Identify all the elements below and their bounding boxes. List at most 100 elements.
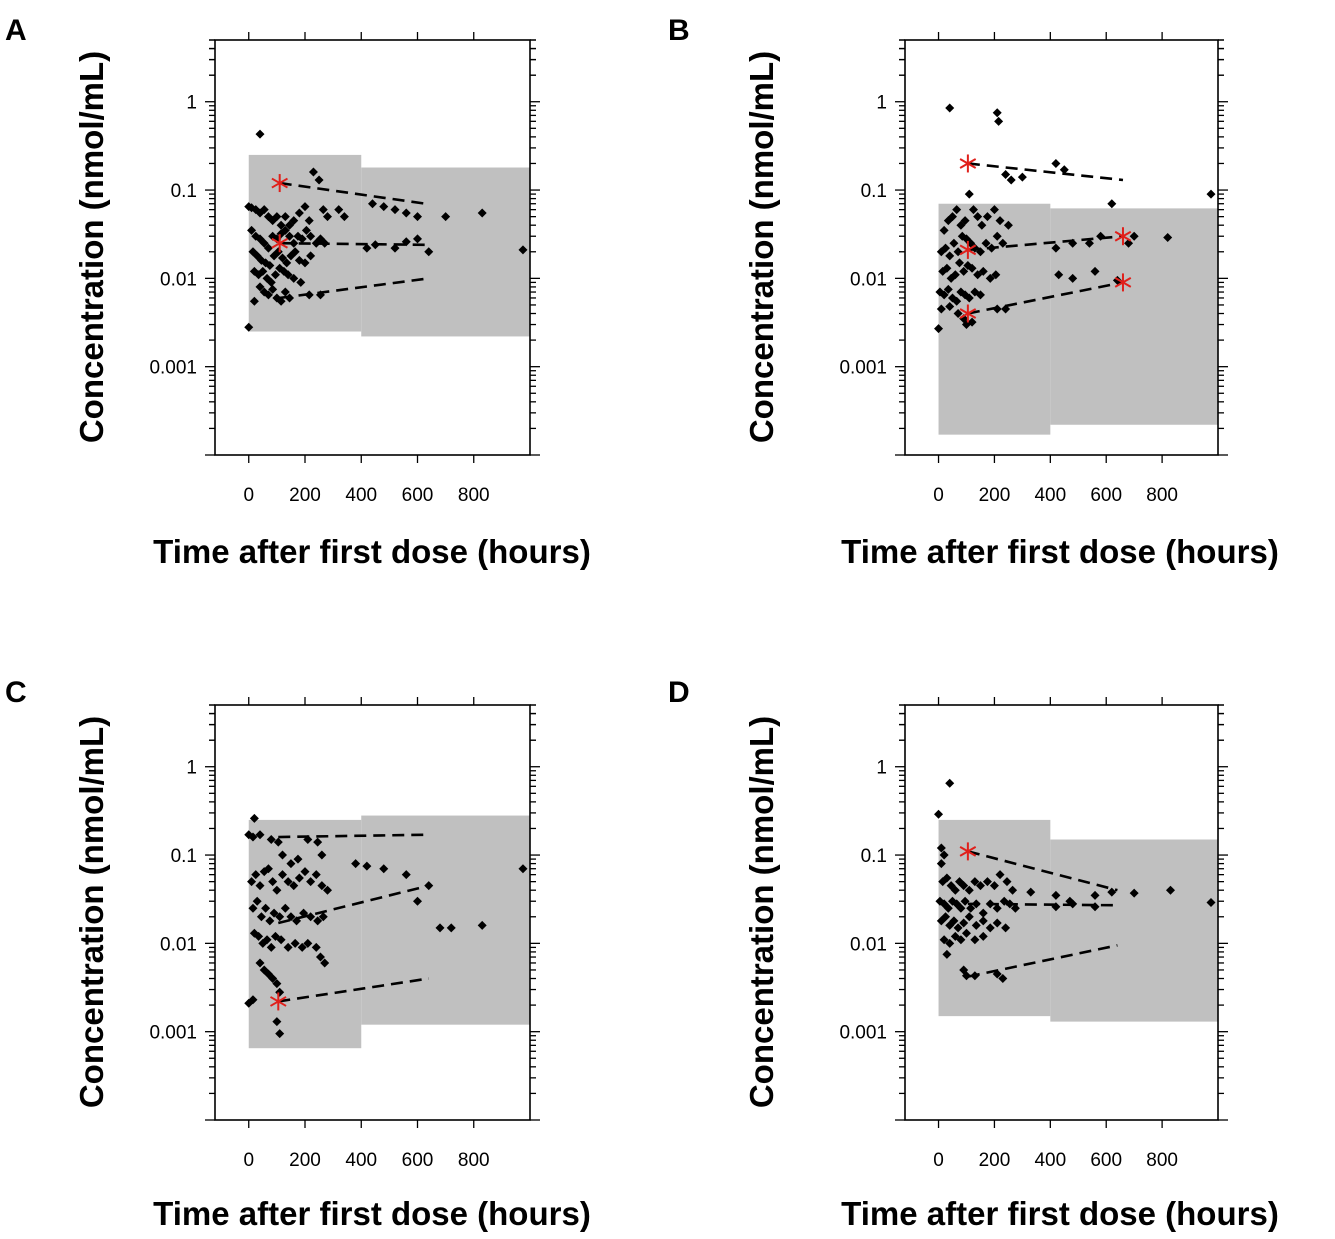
- y-tick-label: 0.01: [160, 269, 197, 290]
- x-tick-label: 200: [979, 485, 1011, 506]
- data-point: [995, 870, 1005, 880]
- highlight-marker: [1114, 227, 1132, 246]
- data-point: [272, 885, 282, 895]
- data-point: [991, 270, 1001, 280]
- data-point: [936, 304, 946, 314]
- data-point: [293, 854, 303, 864]
- x-axis-label: Time after first dose (hours): [153, 533, 591, 570]
- data-point: [1163, 233, 1173, 243]
- data-point: [1068, 273, 1078, 283]
- highlight-marker: [271, 174, 288, 193]
- data-point: [313, 916, 323, 926]
- data-point: [292, 916, 302, 926]
- data-point: [1165, 885, 1175, 895]
- data-point: [981, 238, 991, 248]
- data-point: [959, 918, 969, 928]
- x-axis-label: Time after first dose (hours): [841, 1195, 1279, 1232]
- data-point: [259, 205, 269, 215]
- data-point: [268, 974, 278, 984]
- data-point: [949, 238, 959, 248]
- data-point: [280, 212, 290, 222]
- data-point: [300, 258, 310, 268]
- data-point: [280, 903, 290, 913]
- x-tick-label: 600: [1090, 485, 1122, 506]
- y-tick-label: 0.01: [160, 934, 197, 955]
- data-point: [518, 864, 528, 874]
- data-point: [982, 877, 992, 887]
- data-point: [964, 912, 974, 922]
- highlight-marker: [959, 240, 977, 259]
- data-point: [268, 284, 278, 294]
- data-point: [985, 899, 995, 909]
- data-point: [282, 258, 292, 268]
- data-point: [379, 864, 389, 874]
- panel-letter: C: [5, 676, 27, 709]
- data-point: [934, 324, 944, 334]
- data-point: [272, 1017, 282, 1027]
- data-point: [285, 293, 295, 303]
- x-tick-label: 0: [933, 485, 944, 506]
- y-tick-label: 0.01: [850, 934, 887, 955]
- data-point: [942, 949, 952, 959]
- data-point: [252, 896, 262, 906]
- data-point: [286, 859, 296, 869]
- data-point: [998, 974, 1008, 984]
- fit-line: [967, 162, 1124, 182]
- data-point: [269, 908, 279, 918]
- data-point: [255, 958, 265, 968]
- data-point: [313, 837, 323, 847]
- data-point: [339, 212, 349, 222]
- data-point: [987, 243, 997, 253]
- plot-frame: [214, 39, 531, 456]
- data-point: [314, 175, 324, 185]
- data-point: [989, 205, 999, 215]
- data-point: [362, 861, 372, 871]
- data-point: [1017, 172, 1027, 182]
- x-tick-label: 400: [1034, 1150, 1066, 1171]
- fit-line: [967, 850, 1118, 892]
- data-point: [424, 247, 434, 257]
- data-point: [964, 293, 974, 303]
- data-point: [323, 212, 332, 222]
- data-point: [950, 885, 960, 895]
- data-point: [960, 896, 970, 906]
- data-point: [441, 212, 451, 222]
- data-point: [255, 881, 265, 891]
- data-point: [254, 931, 264, 941]
- y-tick-label: 0.01: [850, 269, 887, 290]
- data-point: [306, 251, 316, 261]
- fit-line: [278, 833, 429, 839]
- data-point: [306, 912, 316, 922]
- plot-frame: [904, 39, 1219, 456]
- data-point: [370, 240, 380, 250]
- data-point: [268, 877, 278, 887]
- data-point: [244, 322, 254, 332]
- data-point: [939, 290, 949, 300]
- data-point: [273, 837, 283, 847]
- data-point: [390, 205, 400, 215]
- data-point: [1084, 238, 1094, 248]
- data-point: [1090, 890, 1100, 900]
- x-tick-label: 400: [345, 485, 377, 506]
- data-point: [413, 234, 422, 244]
- data-point: [248, 995, 258, 1005]
- data-point: [992, 304, 1002, 314]
- data-point: [995, 216, 1005, 226]
- y-tick-label: 0.001: [839, 358, 887, 379]
- highlight-marker: [269, 992, 287, 1011]
- data-point: [401, 208, 411, 218]
- data-point: [982, 212, 992, 222]
- data-point: [1107, 887, 1117, 897]
- panel-c: C 0.001 0.01 0.1 1 0 200 400 600 800 Time after fi…: [5, 676, 591, 1232]
- data-point: [272, 212, 282, 222]
- y-tick-label: 0.1: [861, 181, 887, 202]
- data-point: [334, 205, 344, 215]
- data-point: [1010, 903, 1020, 913]
- prediction-band-segment: [361, 815, 530, 1025]
- data-point: [956, 935, 966, 945]
- data-point: [1051, 902, 1061, 912]
- data-point: [1006, 175, 1016, 185]
- data-point: [1068, 899, 1078, 909]
- data-point: [1124, 238, 1134, 248]
- data-point: [278, 253, 287, 263]
